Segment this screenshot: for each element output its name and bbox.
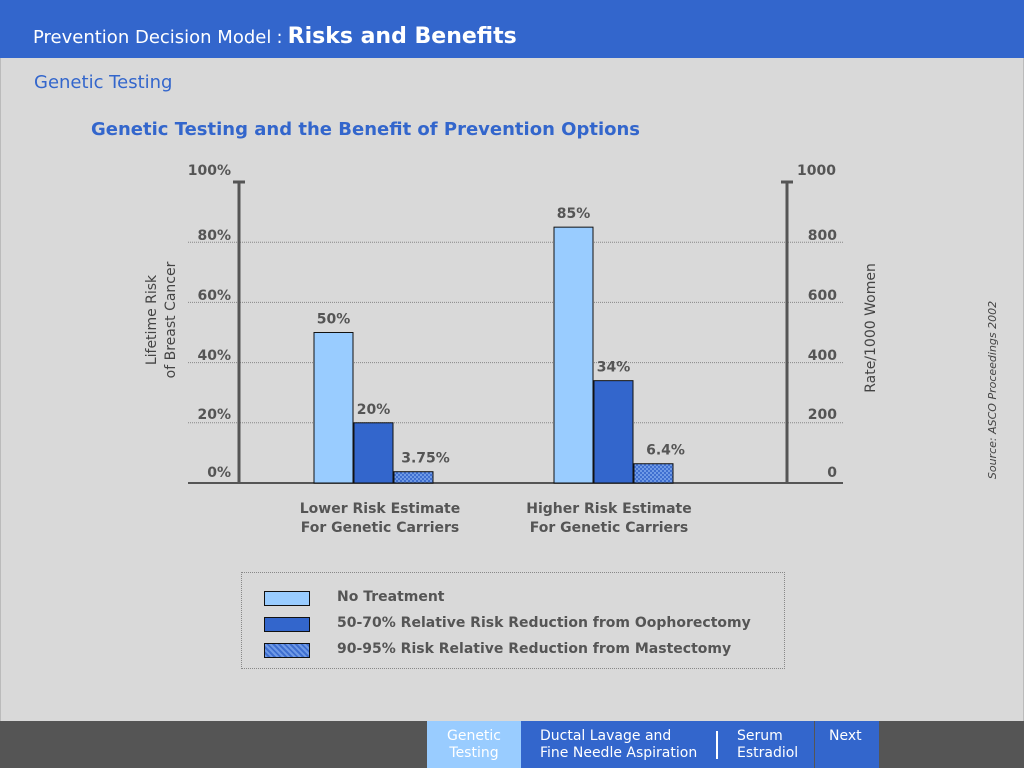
nav-label-line1: Serum <box>737 728 783 744</box>
x-category-label-line2: For Genetic Carriers <box>301 520 460 536</box>
y-tick-label-left: 20% <box>197 407 231 423</box>
bar <box>553 226 594 484</box>
legend-item-no-treatment: No Treatment <box>264 589 784 609</box>
footer-nav-bar: Genetic Testing Ductal Lavage and Fine N… <box>0 721 1024 768</box>
legend-item-mastectomy: 90-95% Risk Relative Reduction from Mast… <box>264 641 784 661</box>
header-bar: Prevention Decision Model : Risks and Be… <box>0 0 1024 58</box>
nav-genetic-testing[interactable]: Genetic Testing <box>427 721 521 768</box>
y-tick-label-right: 800 <box>808 228 837 244</box>
x-category-label-line1: Lower Risk Estimate <box>300 501 460 517</box>
nav-divider <box>716 731 718 759</box>
y-tick-label-right: 400 <box>808 348 837 364</box>
data-label: 3.75% <box>401 451 450 467</box>
x-category-label-line2: For Genetic Carriers <box>530 520 689 536</box>
legend-swatch-mastectomy <box>264 643 310 658</box>
legend-label: 90-95% Risk Relative Reduction from Mast… <box>337 641 732 657</box>
nav-label-line1: Ductal Lavage and <box>540 728 672 744</box>
bar <box>393 471 434 484</box>
y-tick-label-left: 0% <box>207 465 231 481</box>
y-tick-label-left: 100% <box>188 163 231 179</box>
legend-swatch-no-treatment <box>264 591 310 606</box>
y-tick-label-right: 200 <box>808 407 837 423</box>
nav-label-line2: Testing <box>449 745 499 761</box>
legend-label: No Treatment <box>337 589 445 605</box>
bar <box>633 463 674 484</box>
title-separator: : <box>276 27 283 48</box>
nav-label-line1: Genetic <box>446 728 502 744</box>
data-label: 85% <box>557 206 591 222</box>
y-tick-label-left: 40% <box>197 348 231 364</box>
y-tick-label-right: 0 <box>827 465 837 481</box>
chart-legend: No Treatment 50-70% Relative Risk Reduct… <box>241 572 785 669</box>
chart-title: Genetic Testing and the Benefit of Preve… <box>91 119 641 140</box>
section-title: Genetic Testing <box>34 72 173 93</box>
nav-serum-estradiol[interactable]: Serum Estradiol <box>720 721 814 768</box>
y-axis-title-left-line2: of Breast Cancer <box>163 261 179 378</box>
y-axis-title-left-line1: Lifetime Risk <box>144 274 160 365</box>
x-category-label-line1: Higher Risk Estimate <box>526 501 691 517</box>
nav-label-line2: Estradiol <box>737 745 799 761</box>
next-button[interactable]: Next <box>815 721 879 768</box>
nav-ductal-lavage[interactable]: Ductal Lavage and Fine Needle Aspiration <box>521 721 814 768</box>
legend-label: 50-70% Relative Risk Reduction from Ooph… <box>337 615 751 631</box>
legend-item-oophorectomy: 50-70% Relative Risk Reduction from Ooph… <box>264 615 784 635</box>
y-tick-label-right: 600 <box>808 288 837 304</box>
bar <box>313 332 354 484</box>
data-label: 20% <box>357 402 391 418</box>
nav-label-line1: Next <box>829 728 862 744</box>
data-label: 6.4% <box>646 443 685 459</box>
bar <box>353 422 394 484</box>
data-label: 50% <box>317 312 351 328</box>
source-note: Source: ASCO Proceedings 2002 <box>986 301 999 479</box>
y-tick-label-right: 1000 <box>797 163 836 179</box>
bar-chart: 0% 20% 40% 60% 80% 100% 0 200 400 600 800 1000 Lifet… <box>144 163 999 536</box>
data-label: 34% <box>597 360 631 376</box>
y-tick-label-left: 60% <box>197 288 231 304</box>
nav-label-line2: Fine Needle Aspiration <box>540 745 698 761</box>
legend-swatch-oophorectomy <box>264 617 310 632</box>
y-axis-title-right: Rate/1000 Women <box>863 263 879 393</box>
page-title: Risks and Benefits <box>287 24 517 49</box>
y-tick-label-left: 80% <box>197 228 231 244</box>
bar <box>593 380 634 484</box>
header-title: Prevention Decision Model : Risks and Be… <box>33 24 517 49</box>
app-title: Prevention Decision Model <box>33 27 272 48</box>
